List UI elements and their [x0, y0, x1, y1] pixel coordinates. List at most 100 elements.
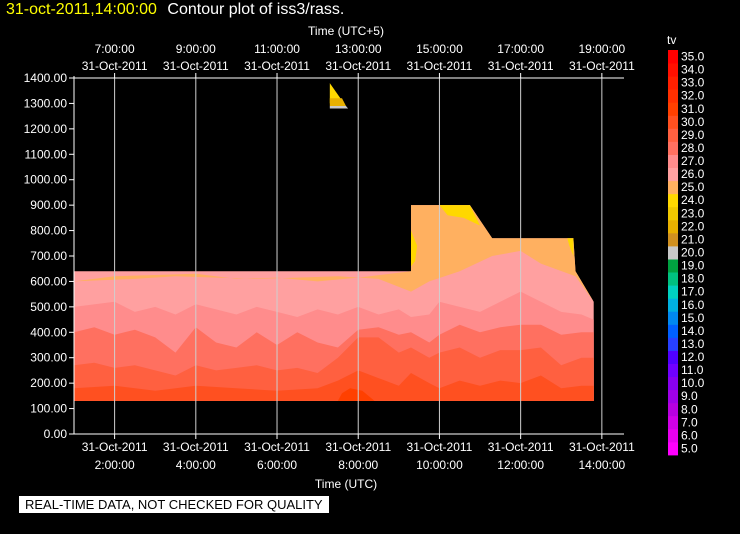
x-tick-time-top: 15:00:00 [416, 42, 463, 56]
title-text: Contour plot of iss3/rass. [167, 1, 345, 18]
x-tick-time-bottom: 8:00:00 [338, 458, 378, 472]
y-tick-label: 0.00 [44, 427, 68, 441]
colorbar-label: tv [667, 33, 676, 47]
colorbar-swatch-16.0 [668, 298, 678, 312]
colorbar-swatch-24.0 [668, 193, 678, 208]
top-axis-label: Time (UTC+5) [308, 24, 384, 38]
x-tick-date-bottom: 31-Oct-2011 [244, 440, 310, 454]
colorbar-level-label: 25.0 [681, 180, 705, 194]
contour-region-30-11 [74, 370, 594, 401]
y-tick-label: 400.00 [30, 325, 67, 339]
colorbar-swatch-8.0 [668, 402, 678, 417]
colorbar-swatch-10.0 [668, 376, 678, 391]
contour-region-25-1 [74, 205, 594, 302]
contour-region-24-4 [567, 238, 574, 256]
colorbar-swatch-33.0 [668, 76, 678, 90]
colorbar-level-label: 35.0 [681, 50, 705, 64]
colorbar-level-label: 8.0 [681, 402, 698, 416]
contour-region-24-2 [439, 205, 480, 226]
x-tick-time-top: 13:00:00 [335, 42, 382, 56]
contour-regions [74, 83, 594, 401]
contour-region-24-3 [411, 230, 418, 267]
x-tick-time-bottom: 12:00:00 [497, 458, 544, 472]
x-tick-time-bottom: 4:00:00 [176, 458, 216, 472]
colorbar-level-label: 31.0 [681, 102, 705, 116]
y-tick-label: 200.00 [30, 376, 67, 390]
colorbar-level-label: 14.0 [681, 324, 705, 338]
y-tick-label: 300.00 [30, 351, 67, 365]
y-tick-label: 500.00 [30, 300, 67, 314]
colorbar-swatch-11.0 [668, 363, 678, 377]
colorbar-level-label: 33.0 [681, 76, 705, 90]
colorbar-level-label: 7.0 [681, 415, 698, 429]
title-date-time: 31-oct-2011,14:00:00 [6, 1, 157, 18]
colorbar-swatch-23.0 [668, 206, 678, 221]
colorbar-level-label: 15.0 [681, 311, 705, 325]
colorbar-level-label: 21.0 [681, 232, 705, 246]
x-tick-time-bottom: 6:00:00 [257, 458, 297, 472]
colorbar-swatch-7.0 [668, 415, 678, 430]
x-tick-time-bottom: 2:00:00 [95, 458, 135, 472]
colorbar-swatch-13.0 [668, 337, 678, 351]
bottom-axis-label: Time (UTC) [315, 477, 377, 491]
colorbar-level-label: 16.0 [681, 298, 705, 312]
y-tick-label: 100.00 [30, 402, 67, 416]
colorbar-level-label: 19.0 [681, 259, 705, 273]
axes: 0.00 100.00 200.00 300.00 400.00 500.00 600.00… [24, 42, 635, 472]
colorbar-level-label: 13.0 [681, 337, 705, 351]
colorbar-swatch-26.0 [668, 167, 678, 182]
x-tick-time-top: 11:00:00 [254, 42, 300, 56]
x-tick-time-bottom: 10:00:00 [416, 458, 463, 472]
colorbar-swatch-9.0 [668, 389, 678, 404]
grid-lines [114, 78, 603, 434]
colorbar-swatch-28.0 [668, 141, 678, 155]
x-tick-time-top: 9:00:00 [176, 42, 216, 56]
colorbar-level-label: 10.0 [681, 376, 705, 390]
x-tick-date-top: 31-Oct-2011 [82, 59, 148, 73]
y-tick-label: 1000.00 [24, 173, 68, 187]
colorbar-swatch-35.0 [668, 50, 678, 64]
colorbar-level-label: 22.0 [681, 219, 705, 233]
colorbar-level-label: 20.0 [681, 246, 705, 260]
chart-title: 31-oct-2011,14:00:00 Contour plot of iss… [6, 1, 344, 19]
colorbar-swatch-27.0 [668, 154, 678, 168]
colorbar-swatch-32.0 [668, 89, 678, 103]
y-tick-label: 1400.00 [24, 71, 68, 85]
x-tick-time-top: 17:00:00 [497, 42, 544, 56]
colorbar-level-label: 6.0 [681, 428, 698, 442]
y-tick-label: 1200.00 [24, 122, 68, 136]
colorbar-swatch-21.0 [668, 232, 678, 247]
x-tick-date-top: 31-Oct-2011 [244, 59, 310, 73]
x-tick-date-top: 31-Oct-2011 [407, 59, 473, 73]
colorbar-level-label: 29.0 [681, 128, 705, 142]
colorbar-level-label: 23.0 [681, 206, 705, 220]
colorbar-level-label: 11.0 [681, 363, 704, 377]
y-tick-label: 1300.00 [24, 96, 68, 110]
colorbar-swatch-15.0 [668, 311, 678, 325]
contour-region-22-6 [329, 98, 346, 106]
colorbar-swatch-5.0 [668, 441, 678, 456]
x-tick-date-bottom: 31-Oct-2011 [569, 440, 635, 454]
contour-region-20-7 [329, 106, 349, 109]
x-tick-date-top: 31-Oct-2011 [163, 59, 229, 73]
y-tick-label: 700.00 [30, 249, 67, 263]
colorbar-level-label: 27.0 [681, 154, 705, 168]
x-tick-date-bottom: 31-Oct-2011 [82, 440, 148, 454]
y-tick-label: 1100.00 [25, 147, 68, 161]
x-tick-time-top: 7:00:00 [95, 42, 135, 56]
x-tick-date-top: 31-Oct-2011 [488, 59, 554, 73]
colorbar-level-label: 9.0 [681, 389, 698, 403]
colorbar-swatch-29.0 [668, 128, 678, 142]
x-tick-time-bottom: 14:00:00 [578, 458, 625, 472]
colorbar-swatch-34.0 [668, 63, 678, 77]
colorbar-level-label: 26.0 [681, 167, 705, 181]
y-tick-label: 800.00 [30, 224, 67, 238]
colorbar-swatch-20.0 [668, 246, 678, 260]
colorbar-level-label: 17.0 [681, 285, 705, 299]
colorbar: tv 5.06.07.08.09.010.011.012.013.014.015.… [667, 33, 705, 456]
contour-region-31-12 [337, 388, 375, 401]
colorbar-level-label: 18.0 [681, 272, 705, 286]
x-tick-date-bottom: 31-Oct-2011 [325, 440, 391, 454]
colorbar-swatch-30.0 [668, 115, 678, 129]
